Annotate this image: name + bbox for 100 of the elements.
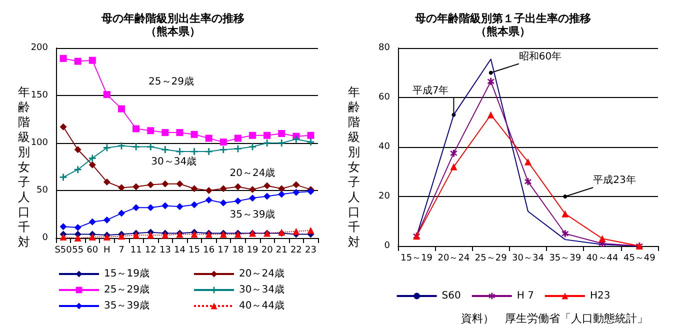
x-tick-label: 17 [218,246,230,256]
x-tick-label: 15 [188,246,200,256]
point [118,142,125,150]
point [162,180,169,188]
point [190,185,198,192]
point [74,58,82,65]
x-tick-label: 60 [86,246,98,256]
annotation: 20～24歳 [230,166,276,179]
chart-subtitle: （熊本県） [476,25,530,38]
annotation: 35～39歳 [230,208,276,221]
point [190,201,198,208]
legend-label: H23 [590,290,610,302]
point [264,182,271,190]
annotation: 平成7年 [412,84,449,96]
point [234,197,242,204]
legend-label: 20～24歳 [239,268,284,280]
point [307,226,314,234]
point [118,105,125,112]
annotation: 昭和60年 [518,50,562,62]
point [524,178,532,186]
point [60,123,67,130]
point [249,186,256,194]
point [278,185,286,192]
x-tick-label: 16 [203,246,215,256]
x-tick-label: 21 [276,246,288,256]
point [132,143,140,150]
point [88,161,96,168]
point [190,130,198,138]
point [162,202,169,210]
point [88,218,96,226]
point [205,196,212,204]
x-tick-label: 23 [304,246,316,256]
x-tick-label: 20～24 [438,254,470,264]
x-tick-label: 12 [144,246,156,256]
point [176,203,184,210]
point [147,204,154,212]
annotation: 25～29歳 [148,76,194,88]
chart-subtitle: （熊本県） [146,25,200,38]
point [118,184,125,192]
legend-label: 15～19歳 [104,268,150,280]
legend-label: 40～44歳 [239,300,284,312]
point [524,158,532,166]
point [292,136,300,143]
x-tick-label: 25～29 [474,254,508,264]
x-tick-label: 11 [130,246,142,256]
point [487,78,494,85]
point [292,228,300,235]
point [249,143,256,150]
point [176,180,184,188]
legend-label: H 7 [516,290,534,302]
point [220,146,227,154]
x-tick-label: S50 [54,246,72,256]
point [205,134,212,142]
chart-title: 母の年齢階級別出生率の推移 [100,12,244,25]
x-tick-label: 18 [232,246,244,256]
y-tick-label: 100 [30,138,48,148]
point [562,210,569,218]
point [88,154,96,162]
point [88,234,96,241]
point [487,111,494,118]
point [118,210,125,217]
legend-label: 25～29歳 [104,284,150,296]
text: 年齢階級別女子人口千対 [18,85,30,249]
text: 年齢階級別女子人口千対 [348,85,360,249]
x-tick-label: 20 [261,246,274,256]
y-tick-label: 150 [30,90,48,100]
y-tick-label: 0 [384,241,390,251]
point [234,134,242,142]
point [162,129,169,136]
point [292,188,300,196]
point [147,232,154,239]
x-tick-label: 15～19 [400,254,433,264]
point [103,144,110,152]
point [562,230,569,238]
point [147,181,154,188]
point [278,190,286,198]
point [234,145,242,152]
text: 資料） 厚生労働省「人口動態統計」 [461,312,648,325]
point [60,54,67,62]
y-tick-label: 80 [378,43,390,53]
y-tick-label: 60 [378,92,390,102]
chart-title: 母の年齢階級別第１子出生率の推移 [414,12,591,25]
x-tick-label: 40～44 [586,254,619,264]
point [74,166,82,174]
point [220,185,227,192]
point [103,91,110,98]
point [307,132,314,139]
y-tick-label: 200 [30,43,48,53]
point [307,138,314,146]
x-tick-label: 19 [246,246,258,256]
point [176,148,184,156]
point [162,146,169,154]
point [249,132,256,139]
y-tick-label: 0 [42,233,48,243]
point [147,143,154,150]
point [264,140,271,146]
y-tick-label: 40 [378,142,390,152]
point [132,204,140,212]
legend-label: S60 [442,290,461,302]
x-tick-label: 45～49 [623,254,656,264]
